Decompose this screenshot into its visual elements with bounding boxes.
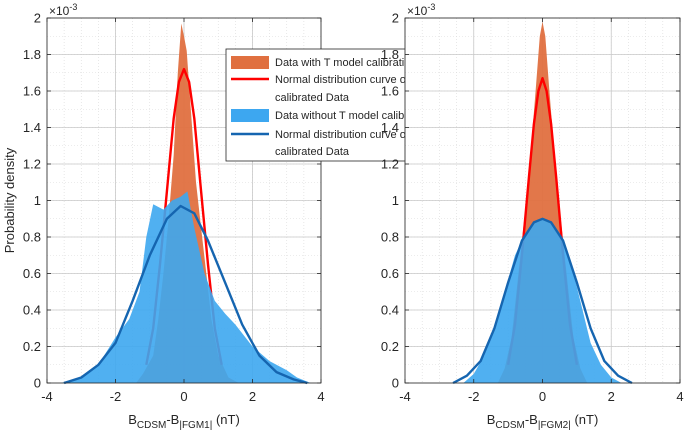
x-axis-label-sub2: |FGM1| [179,420,212,431]
series-4-curve [452,217,633,385]
y-tick-label: 1.2 [381,157,399,172]
y-tick-label: 1.4 [23,120,41,135]
y-tick-label: 1.8 [381,47,399,62]
legend-swatch-3 [231,109,269,122]
x-tick-label: -2 [468,389,480,404]
series-3-area [60,191,311,383]
y-tick-label: 1.2 [23,157,41,172]
y-tick-label: 1.6 [23,84,41,99]
y-tick-label: 2 [34,11,41,26]
x-axis-label: BCDSM-B|FGM1| (nT) [128,412,240,431]
y-exponent-base: ×10 [407,4,428,18]
y-tick-label: 1 [392,193,399,208]
x-axis-label-unit: (nT) [571,412,598,427]
y-tick-label: 0.6 [23,266,41,281]
x-tick-label: -4 [41,389,53,404]
plot-panel-right: -4 -2 0 2 4 0 0.2 0.4 0.6 0.8 1 1.2 1.4 1.6 1.8 2 ×10-3 B… [381,2,684,431]
y-tick-label: 1.8 [23,47,41,62]
x-tick-label: -2 [110,389,122,404]
y-tick-label: 0.4 [23,303,41,318]
series-4-curve [63,204,308,385]
x-axis-label: BCDSM-B|FGM2| (nT) [487,412,599,431]
legend-label-2-line-2: calibrated Data [275,92,350,104]
y-tick-label: 0 [34,376,41,391]
x-tick-label: -4 [399,389,411,404]
y-tick-label: 0.8 [381,230,399,245]
x-axis-label-mid: -B [166,412,179,427]
y-tick-label: 0.8 [23,230,41,245]
x-axis-label-sub2: |FGM2| [538,420,571,431]
x-tick-label: 0 [180,389,187,404]
legend-label-4-line-2: calibrated Data [275,146,350,158]
x-tick-label: 2 [608,389,615,404]
legend-label-3-line-1: Data without T model calibration [275,110,432,122]
y-tick-label: 1.6 [381,84,399,99]
y-tick-label: 0 [392,376,399,391]
y-tick-label: 2 [392,11,399,26]
y-tick-label: 0.2 [23,339,41,354]
x-tick-label: 2 [249,389,256,404]
y-axis-label: Probability density [2,147,17,253]
x-axis-label-sub1: CDSM [137,420,166,431]
series-3-area [463,218,622,383]
legend-label-4-line-1: Normal distribution curve of linear [275,129,439,141]
x-tick-label: 4 [317,389,324,404]
x-axis-label-main: B [128,412,137,427]
y-tick-label: 0.6 [381,266,399,281]
y-tick-label: 1 [34,193,41,208]
y-exponent-power: -3 [69,2,77,12]
x-axis-label-main: B [487,412,496,427]
y-exponent-label: ×10-3 [407,2,435,18]
x-axis-label-sub1: CDSM [495,420,524,431]
y-tick-label: 0.2 [381,339,399,354]
y-exponent-power: -3 [427,2,435,12]
x-tick-label: 4 [676,389,683,404]
x-tick-label: 0 [539,389,546,404]
y-tick-label: 1.4 [381,120,399,135]
y-exponent-label: ×10-3 [49,2,77,18]
x-axis-label-unit: (nT) [212,412,239,427]
y-tick-label: 0.4 [381,303,399,318]
y-exponent-base: ×10 [49,4,70,18]
x-axis-label-mid: -B [525,412,538,427]
legend-label-1-line-1: Data with T model calibration [275,57,416,69]
legend-swatch-1 [231,56,269,69]
